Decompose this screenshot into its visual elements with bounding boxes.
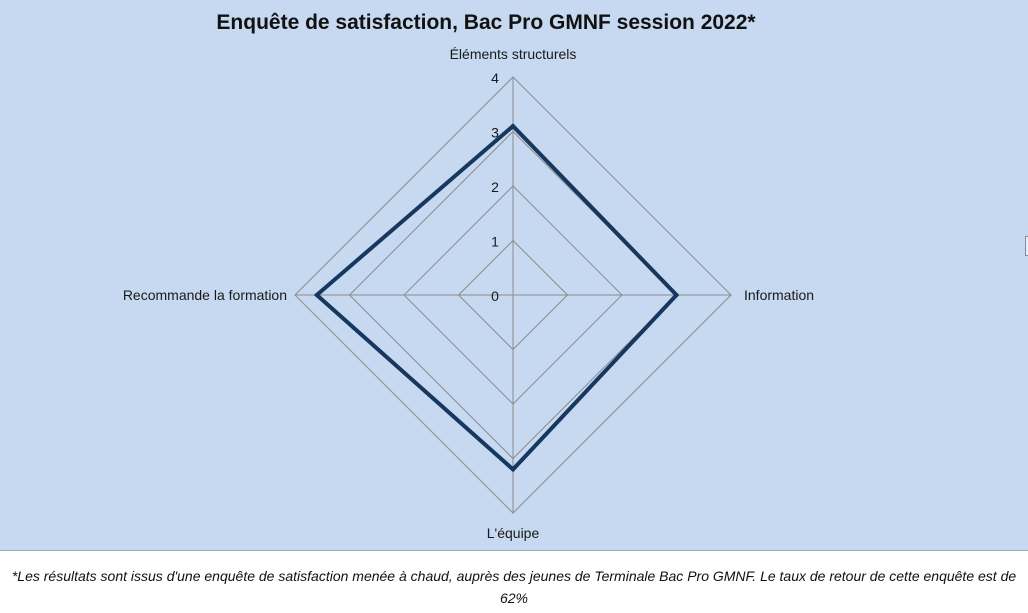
series-point [314, 293, 319, 297]
tick-label: 3 [491, 125, 499, 141]
category-label: Information [744, 287, 814, 303]
radar-grid [294, 76, 732, 514]
series-point [511, 124, 515, 129]
category-label: L'équipe [487, 525, 540, 541]
tick-label: 1 [491, 234, 499, 250]
category-label: Éléments structurels [450, 46, 577, 62]
tick-label: 4 [491, 70, 499, 86]
category-label: Recommande la formation [123, 287, 287, 303]
radar-category-labels: Éléments structurels Information L'équipe R… [123, 46, 814, 541]
footnote: *Les résultats sont issus d'une enquête … [11, 568, 1017, 606]
chart-title: Enquête de satisfaction, Bac Pro GMNF se… [216, 11, 756, 34]
resize-handle[interactable] [1025, 236, 1028, 256]
series-point [511, 467, 515, 472]
series-point [674, 293, 679, 297]
tick-label: 0 [491, 288, 499, 304]
radar-chart: 0 1 2 3 4 Éléments structurels Information L'é… [123, 46, 814, 541]
tick-label: 2 [491, 179, 499, 195]
radar-tick-labels: 0 1 2 3 4 [491, 70, 499, 304]
radar-series-layer [313, 123, 680, 473]
chart-area: Enquête de satisfaction, Bac Pro GMNF se… [0, 0, 1028, 551]
